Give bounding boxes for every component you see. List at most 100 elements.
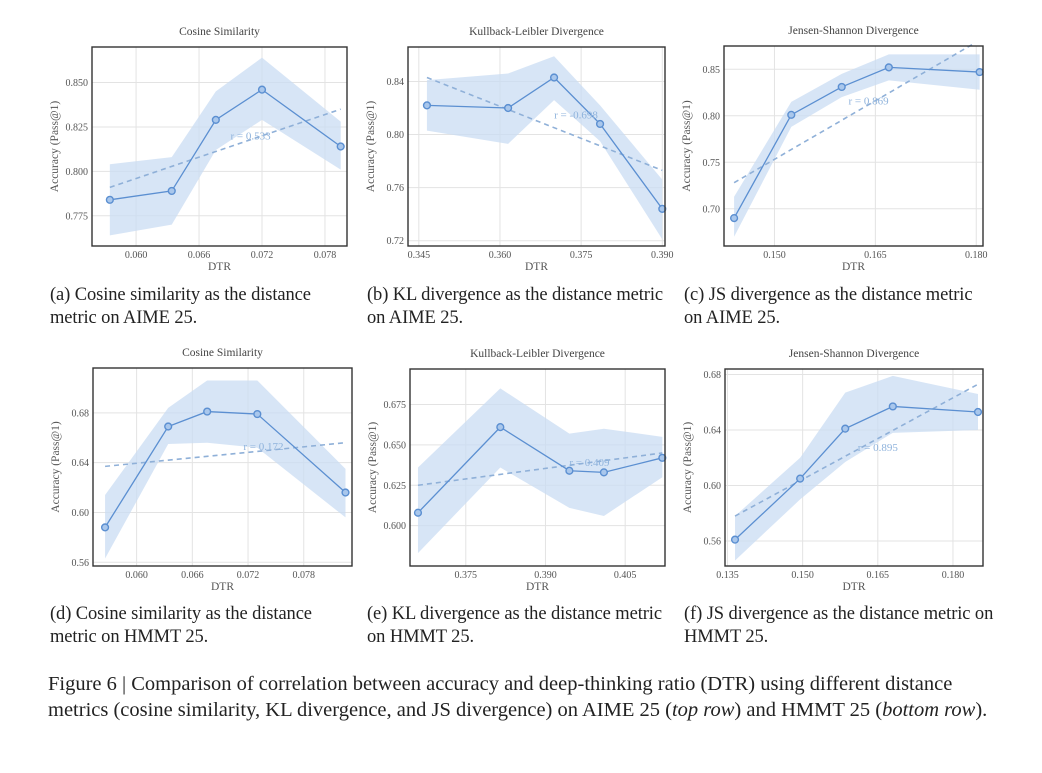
correlation-label: r = 0.869: [848, 96, 889, 108]
data-point: [565, 466, 574, 475]
data-point: [841, 424, 850, 433]
x-tick-label: 0.078: [292, 570, 315, 581]
x-tick-label: 0.375: [570, 250, 593, 261]
confidence-band: [417, 388, 663, 554]
x-tick-label: 0.072: [251, 250, 274, 261]
correlation-label: r = 0.895: [858, 442, 899, 454]
x-tick-label: 0.072: [237, 570, 260, 581]
chart-e: r = 0.409 0.375 0.390 0.405 0.600 0.625 0.650 0…: [367, 348, 667, 593]
data-point: [729, 213, 739, 223]
y-axis-label: Accuracy (Pass@1): [49, 101, 61, 193]
x-tick-label: 0.180: [942, 570, 965, 581]
y-tick-label: 0.64: [72, 458, 90, 469]
trend-line: [109, 108, 341, 189]
confidence-band: [734, 54, 980, 237]
y-tick-label: 0.56: [704, 537, 722, 548]
y-tick-label: 0.850: [66, 78, 89, 89]
y-tick-label: 0.60: [704, 481, 722, 492]
trend-line: [734, 383, 979, 517]
plot-frame: [723, 45, 984, 247]
figure-caption: Figure 6 | Comparison of correlation bet…: [48, 671, 998, 723]
correlation-label: r = 0.409: [569, 457, 610, 469]
data-point: [884, 63, 893, 72]
data-point: [164, 422, 173, 431]
y-axis-label: Accuracy (Pass@1): [681, 100, 693, 192]
subcaption-b: (b) KL divergence as the distance metric…: [367, 285, 663, 328]
data-point: [413, 508, 423, 517]
y-tick-label: 0.800: [66, 167, 89, 178]
plot-frame: [407, 46, 666, 247]
y-tick-label: 0.600: [384, 521, 407, 532]
y-axis-label: Accuracy (Pass@1): [682, 422, 694, 514]
y-tick-label: 0.85: [703, 65, 721, 76]
caption-suffix: ).: [975, 699, 988, 721]
x-tick-label: 0.360: [489, 250, 512, 261]
x-tick-label: 0.165: [864, 250, 887, 261]
y-tick-label: 0.75: [703, 158, 721, 169]
confidence-band: [109, 57, 341, 236]
x-axis-label: DTR: [211, 581, 234, 593]
chart-title: Kullback-Leibler Divergence: [470, 348, 605, 360]
data-point: [496, 423, 505, 432]
data-point: [257, 85, 267, 94]
x-tick-label: 0.078: [314, 250, 337, 261]
y-tick-label: 0.70: [703, 204, 721, 215]
chart-title: Jensen-Shannon Divergence: [788, 25, 918, 37]
x-axis-label: DTR: [843, 581, 866, 593]
data-point: [100, 523, 110, 532]
data-point: [203, 407, 212, 416]
data-point: [787, 110, 796, 119]
x-tick-label: 0.135: [716, 570, 739, 581]
correlation-label: r = -0.698: [554, 110, 598, 122]
data-point: [253, 409, 262, 419]
data-point: [549, 73, 559, 82]
y-tick-label: 0.60: [72, 508, 90, 519]
plot-frame: [91, 46, 348, 247]
y-tick-label: 0.56: [72, 558, 90, 569]
x-tick-label: 0.405: [614, 570, 637, 581]
chart-d: r = 0.172 0.060 0.066 0.072 0.078 0.56 0.60 0.6…: [50, 347, 353, 593]
caption-top-row: top row: [671, 699, 735, 721]
chart-b: r = -0.698 0.345 0.360 0.375 0.390 0.72 0.76 0.…: [365, 26, 674, 273]
x-tick-label: 0.345: [408, 250, 431, 261]
x-tick-label: 0.066: [181, 570, 204, 581]
x-axis-label: DTR: [842, 261, 865, 273]
x-axis-label: DTR: [208, 261, 231, 273]
caption-prefix: Figure 6 | Comparison of correlation bet…: [48, 673, 953, 721]
data-point: [730, 535, 740, 544]
y-tick-label: 0.80: [387, 130, 405, 141]
y-tick-label: 0.84: [387, 77, 405, 88]
y-tick-label: 0.68: [704, 370, 722, 381]
caption-mid: ) and HMMT 25 (: [734, 699, 883, 721]
x-tick-label: 0.180: [965, 250, 988, 261]
chart-title: Cosine Similarity: [182, 347, 263, 359]
confidence-band: [426, 56, 663, 240]
x-tick-label: 0.165: [867, 570, 890, 581]
confidence-band: [735, 375, 978, 561]
y-tick-label: 0.650: [384, 440, 407, 451]
y-tick-label: 0.80: [703, 111, 721, 122]
chart-a: r = 0.533 0.060 0.066 0.072 0.078 0.775 0.800 0…: [49, 26, 348, 273]
data-point: [975, 67, 984, 77]
plot-frame: [724, 368, 984, 567]
subcaption-f: (f) JS divergence as the distance metric…: [684, 604, 994, 647]
y-tick-label: 0.675: [384, 400, 407, 411]
y-tick-label: 0.625: [384, 481, 407, 492]
x-tick-label: 0.390: [534, 570, 557, 581]
y-tick-label: 0.72: [387, 236, 405, 247]
y-tick-label: 0.68: [72, 408, 90, 419]
y-tick-label: 0.76: [387, 183, 405, 194]
chart-c: r = 0.869 0.150 0.165 0.180 0.70 0.75 0.80 0.85…: [681, 25, 988, 273]
y-axis-label: Accuracy (Pass@1): [365, 101, 377, 193]
subcaption-a: (a) Cosine similarity as the distance me…: [50, 285, 311, 328]
y-axis-label: Accuracy (Pass@1): [50, 421, 62, 513]
y-axis-label: Accuracy (Pass@1): [367, 422, 379, 514]
subcaption-d: (d) Cosine similarity as the distance me…: [50, 604, 312, 647]
data-point: [599, 468, 609, 477]
plot-frame: [92, 367, 353, 567]
data-point: [503, 103, 513, 113]
subcaption-e: (e) KL divergence as the distance metric…: [367, 604, 662, 647]
trend-line: [733, 43, 974, 184]
data-point: [167, 186, 176, 196]
